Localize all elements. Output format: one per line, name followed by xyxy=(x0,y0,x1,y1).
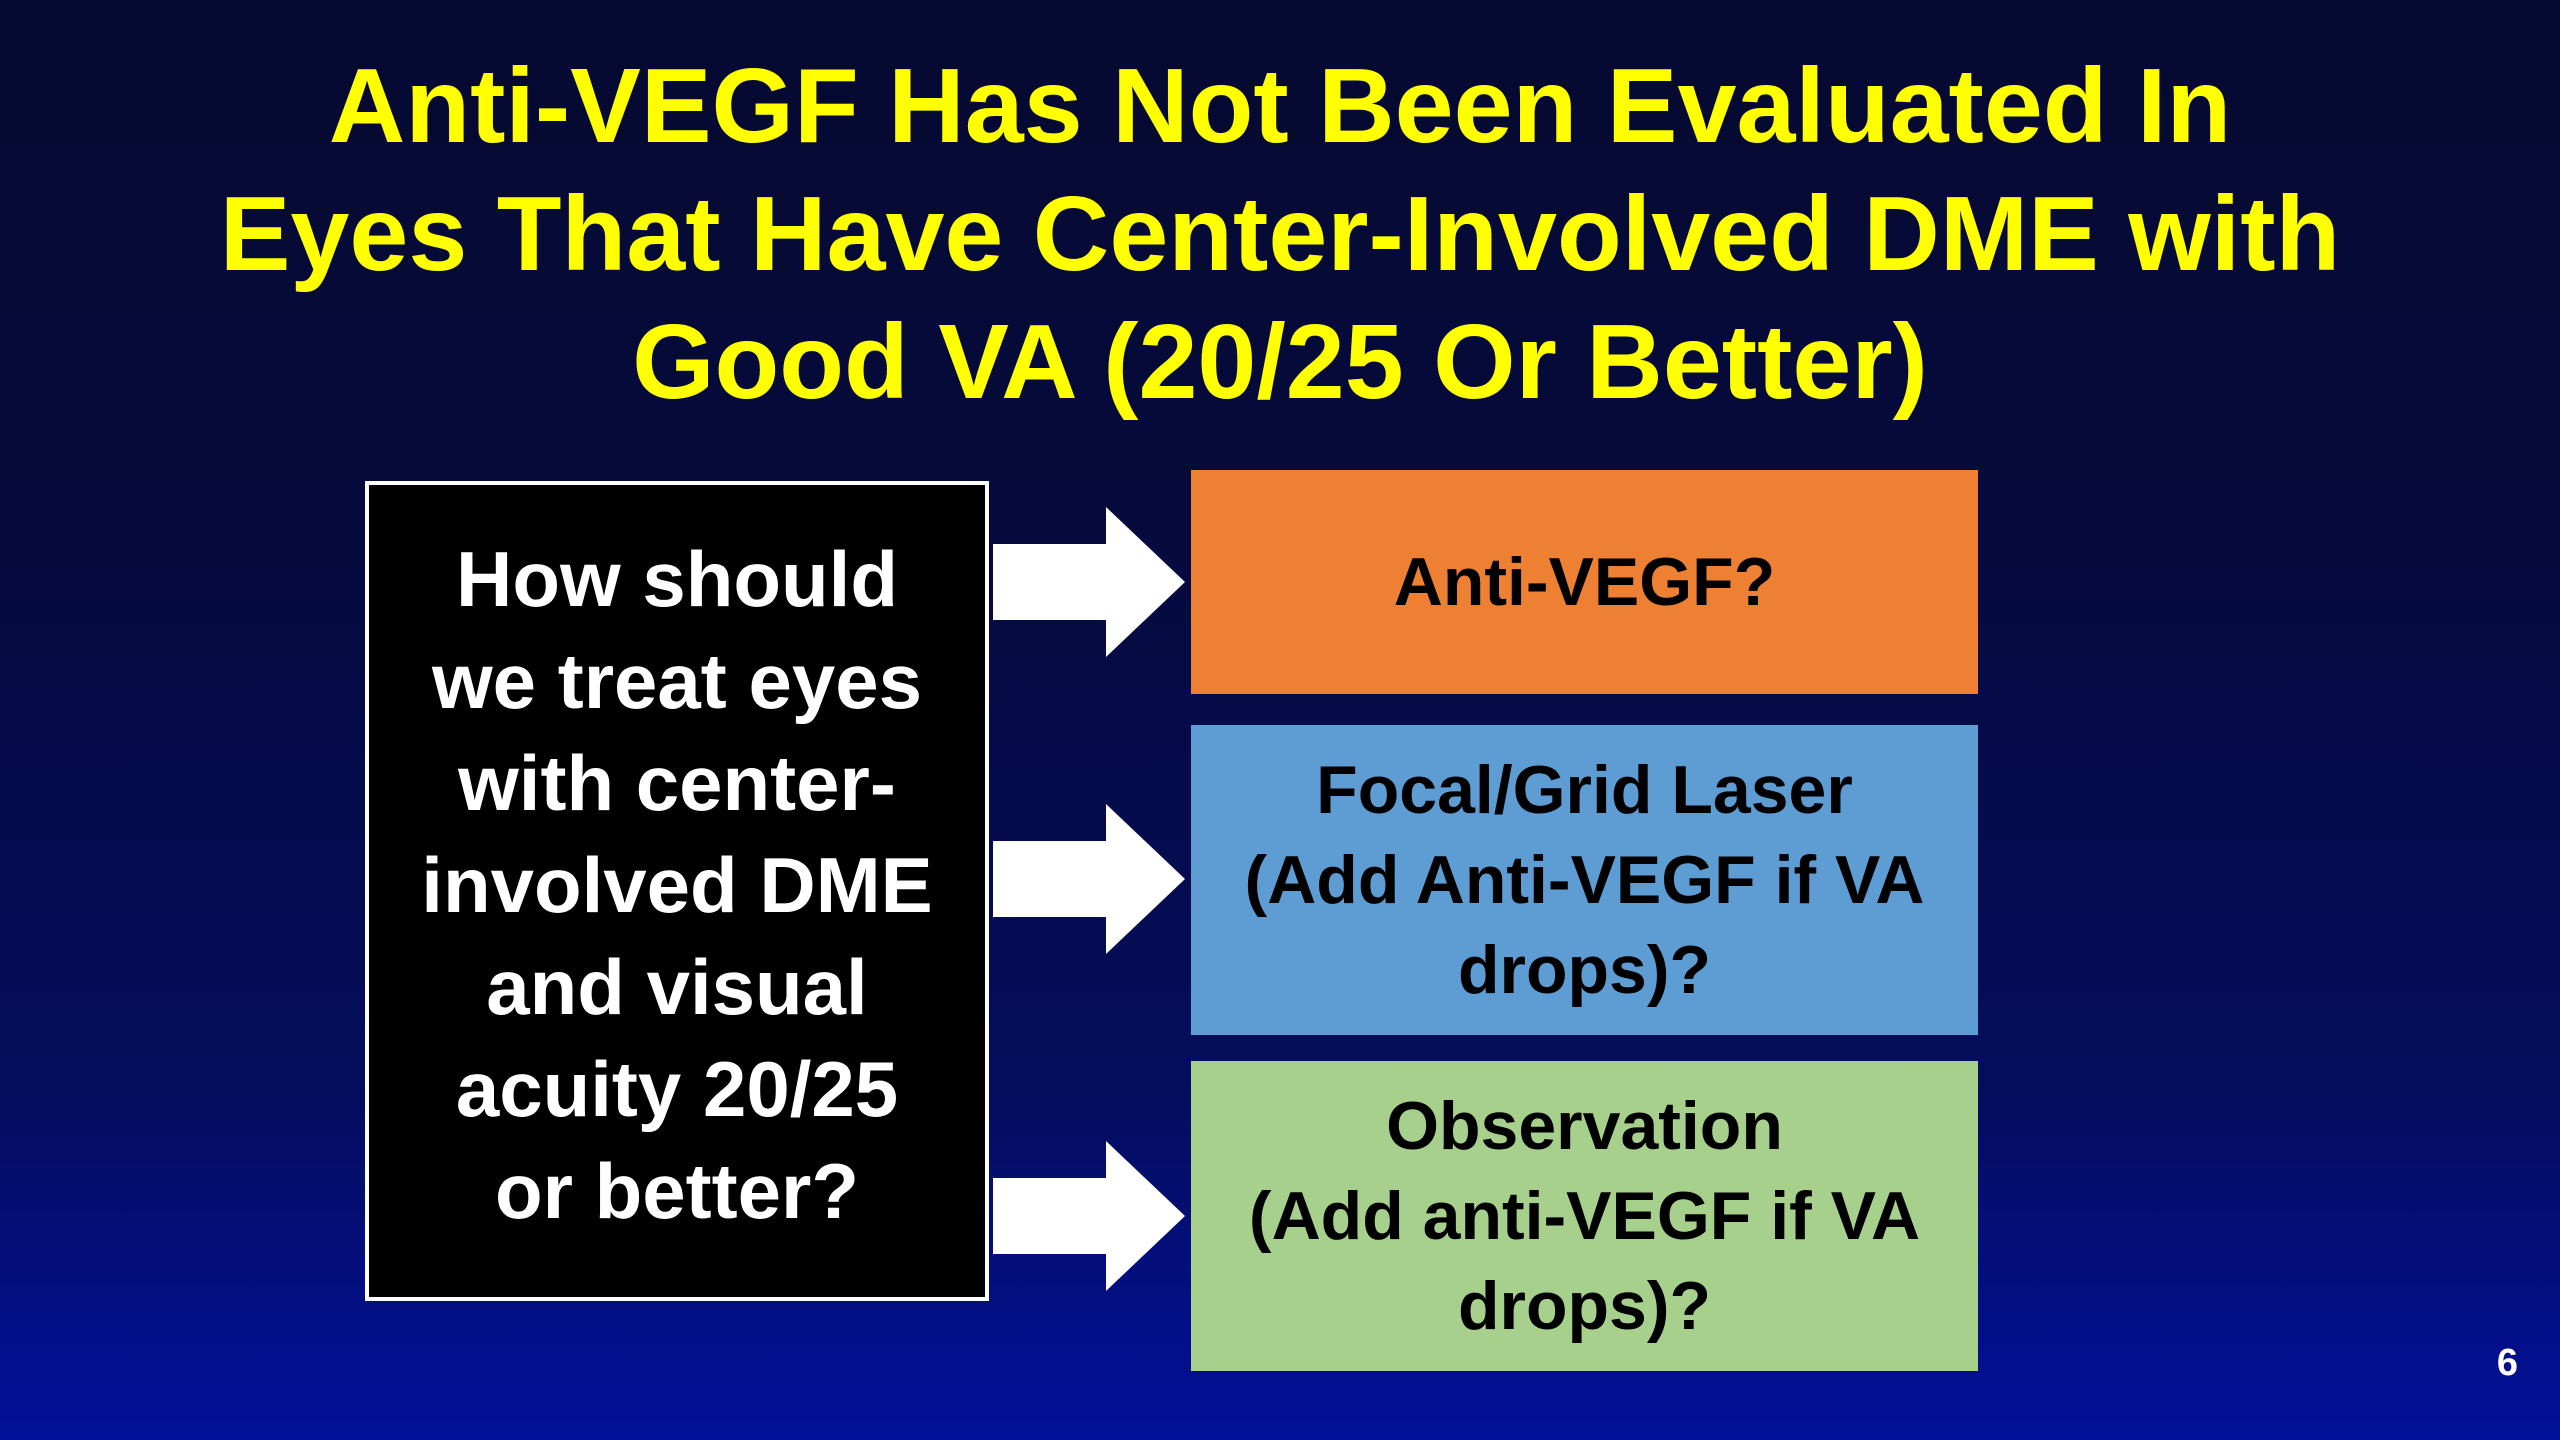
option-observation: Observation (Add anti-VEGF if VA drops)? xyxy=(1191,1061,1978,1371)
question-text: How should we treat eyes with center- in… xyxy=(421,528,932,1242)
arrow-to-laser-icon xyxy=(993,804,1185,954)
title-line: Good VA (20/25 Or Better) xyxy=(632,303,1928,421)
question-line: with center- xyxy=(458,739,896,827)
option-label: drops)? xyxy=(1457,1268,1712,1344)
question-line: acuity 20/25 xyxy=(455,1045,899,1133)
question-line: or better? xyxy=(494,1147,859,1235)
option-label: (Add anti-VEGF if VA xyxy=(1248,1178,1921,1254)
question-box: How should we treat eyes with center- in… xyxy=(365,481,989,1301)
question-line: we treat eyes xyxy=(432,637,922,725)
option-label: Observation xyxy=(1386,1088,1783,1164)
arrow-to-anti-vegf-icon xyxy=(993,507,1185,657)
option-label: drops)? xyxy=(1457,932,1712,1008)
question-line: How should xyxy=(456,535,898,623)
title-line: Anti-VEGF Has Not Been Evaluated In xyxy=(328,47,2232,165)
option-focal-grid-laser: Focal/Grid Laser (Add Anti-VEGF if VA dr… xyxy=(1191,725,1978,1035)
arrow-to-observation-icon xyxy=(993,1141,1185,1291)
slide-title: Anti-VEGF Has Not Been Evaluated In Eyes… xyxy=(60,42,2500,426)
page-number: 6 xyxy=(2496,1342,2518,1384)
option-label: Focal/Grid Laser xyxy=(1316,752,1853,828)
title-line: Eyes That Have Center-Involved DME with xyxy=(219,175,2341,293)
option-anti-vegf: Anti-VEGF? xyxy=(1191,470,1978,694)
option-label: Anti-VEGF? xyxy=(1393,544,1776,620)
option-label: (Add Anti-VEGF if VA xyxy=(1244,842,1925,918)
question-line: involved DME xyxy=(421,841,933,929)
question-line: and visual xyxy=(486,943,868,1031)
